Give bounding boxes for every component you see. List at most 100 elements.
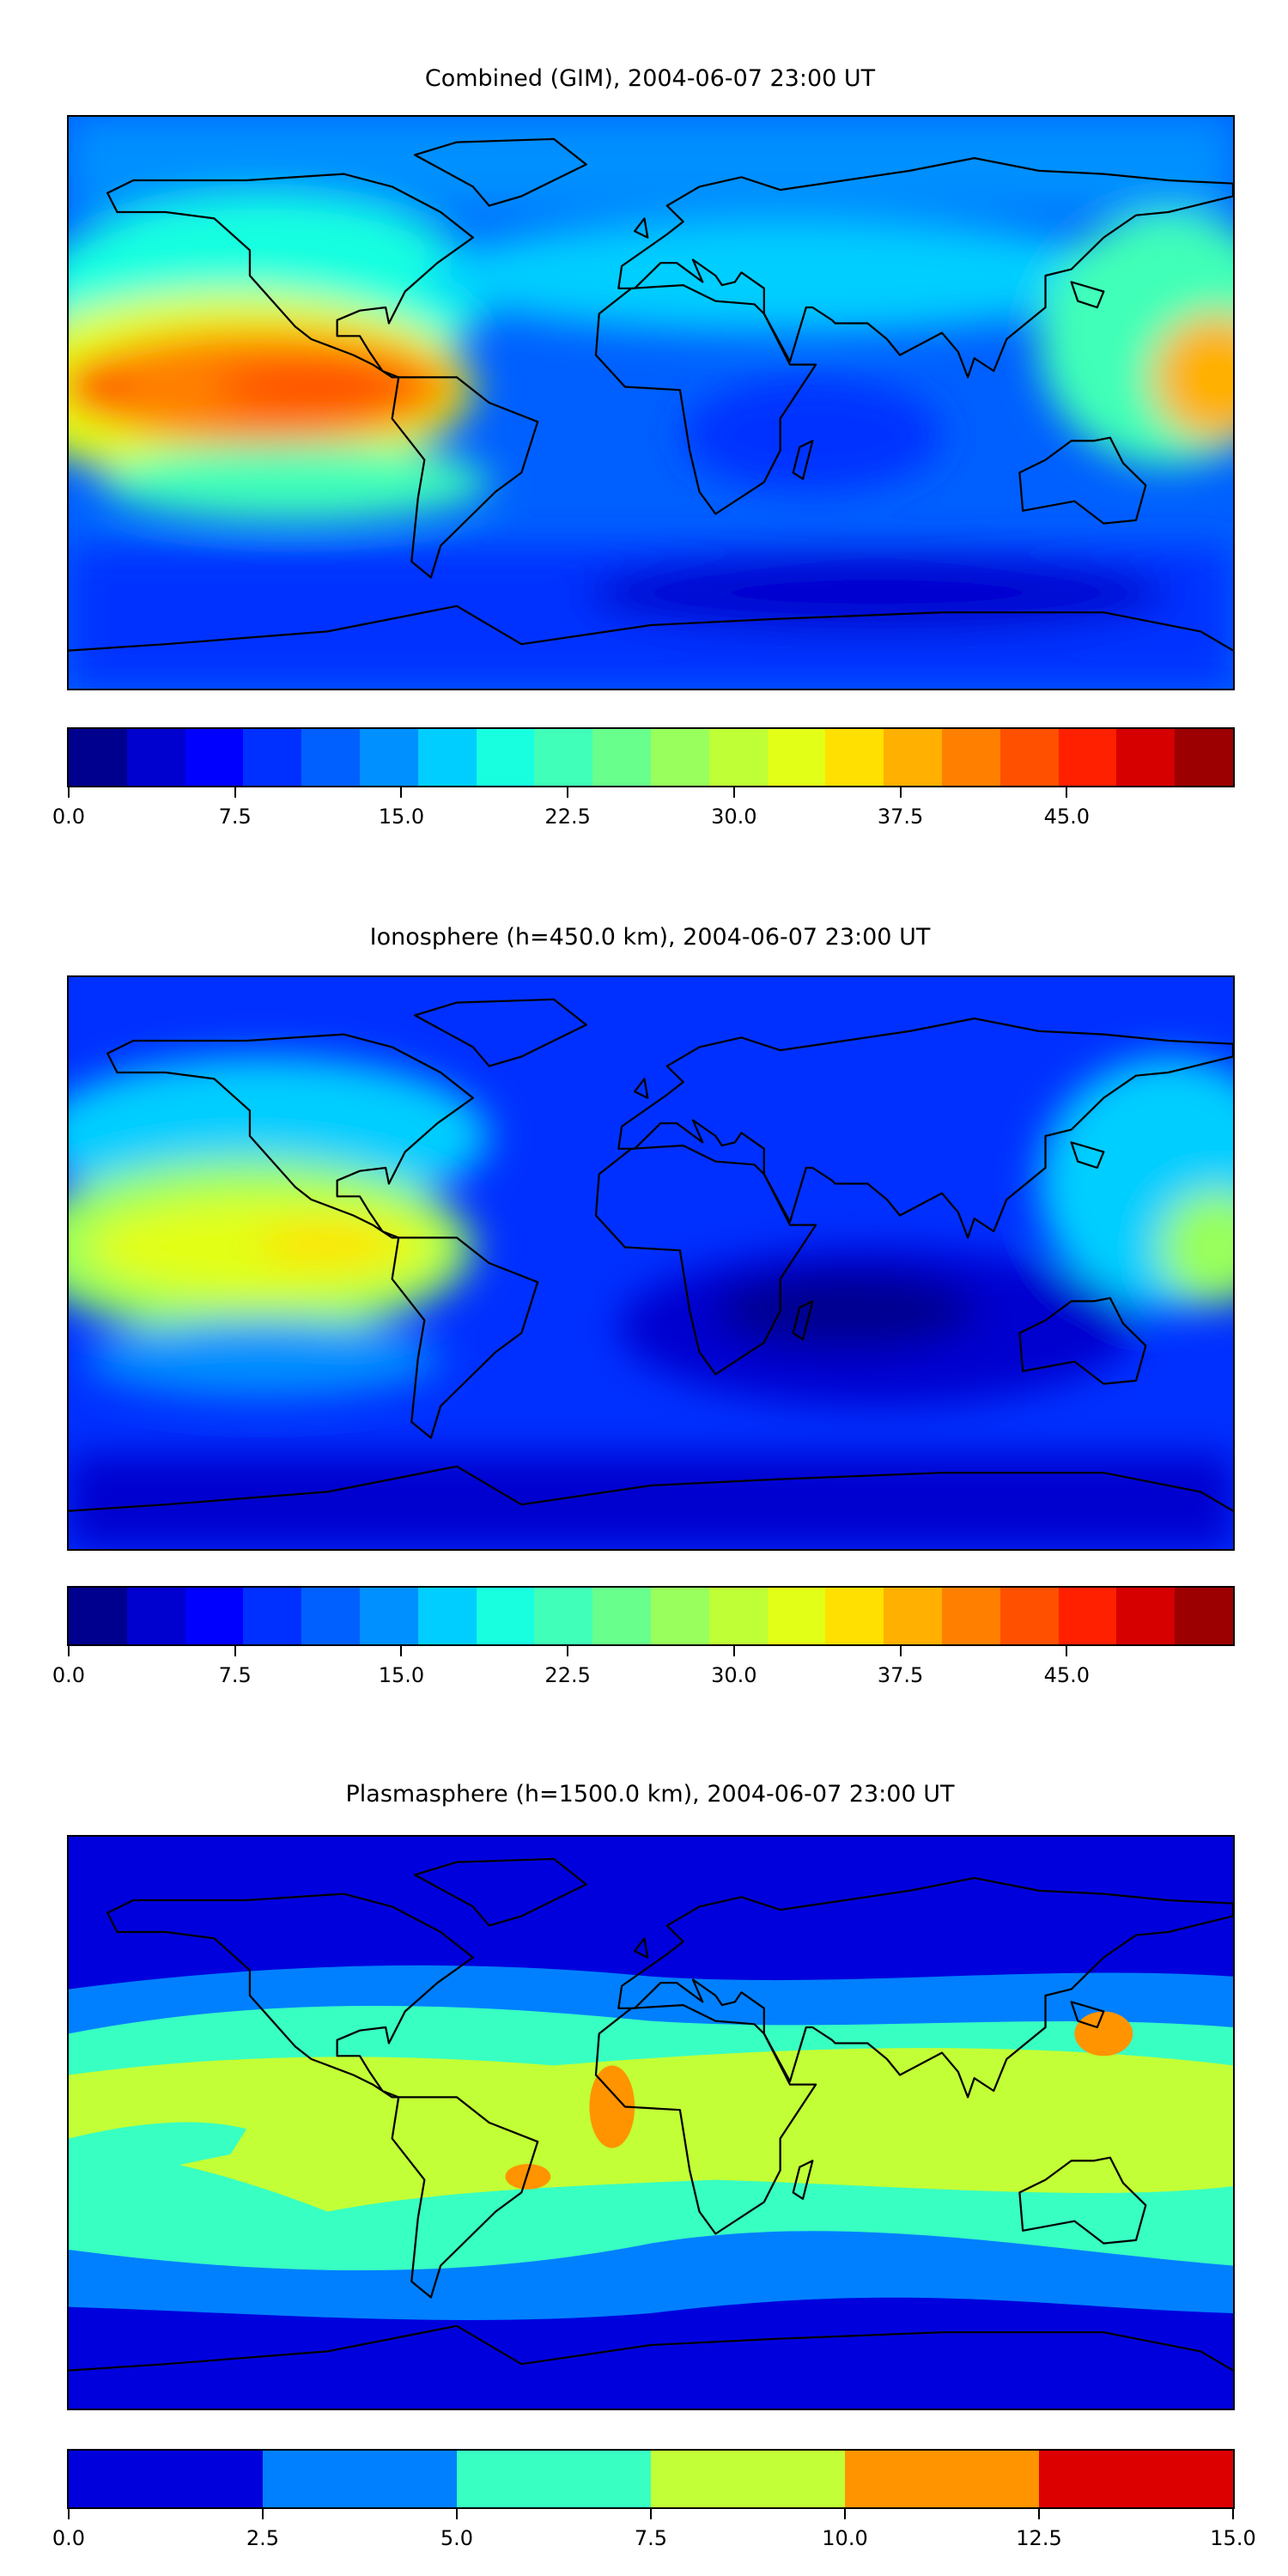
colorbar-swatch xyxy=(457,2451,651,2507)
colorbar-swatch xyxy=(884,1588,942,1644)
panel-3-field xyxy=(69,1837,1233,2409)
tick-label: 22.5 xyxy=(544,805,591,829)
colorbar-swatch xyxy=(301,1588,360,1644)
colorbar-swatch xyxy=(534,1588,593,1644)
tick-mark xyxy=(1066,787,1068,798)
colorbar-swatch xyxy=(999,1588,1059,1644)
tick-mark xyxy=(400,1646,403,1656)
panel-1-field xyxy=(69,117,1233,689)
panel-3-map xyxy=(67,1835,1235,2410)
tick-label: 15.0 xyxy=(378,1663,425,1687)
colorbar-swatch xyxy=(126,1588,185,1644)
panel-2-colorbar-ticks: 0.0 7.5 15.0 22.5 30.0 37.5 45.0 xyxy=(52,1646,1233,1698)
colorbar-swatch xyxy=(359,729,418,786)
tick-mark xyxy=(1038,2509,1040,2519)
tick-mark xyxy=(567,1646,569,1656)
colorbar-swatch xyxy=(476,1588,535,1644)
colorbar-swatch xyxy=(69,2451,263,2507)
colorbar-swatch xyxy=(1175,1588,1233,1644)
colorbar-swatch xyxy=(592,1588,651,1644)
colorbar-swatch xyxy=(417,1588,477,1644)
tick-label: 5.0 xyxy=(440,2526,474,2550)
tick-mark xyxy=(262,2509,264,2519)
panel-1-colorbar-ticks: 0.0 7.5 15.0 22.5 30.0 37.5 45.0 xyxy=(52,787,1233,839)
tick-mark xyxy=(1066,1646,1068,1656)
tick-label: 30.0 xyxy=(711,805,757,829)
tick-label: 2.5 xyxy=(246,2526,280,2550)
colorbar-swatch xyxy=(243,729,302,786)
tick-label: 45.0 xyxy=(1043,1663,1090,1687)
colorbar-swatch xyxy=(650,729,709,786)
colorbar-swatch xyxy=(845,2451,1039,2507)
colorbar-swatch xyxy=(185,1588,244,1644)
tick-label: 7.5 xyxy=(218,805,252,829)
colorbar-swatch xyxy=(126,729,185,786)
tick-label: 45.0 xyxy=(1043,805,1090,829)
colorbar-swatch xyxy=(69,1588,127,1644)
colorbar-swatch xyxy=(767,729,826,786)
panel-3-colorbar-ticks: 0.0 2.5 5.0 7.5 10.0 12.5 15.0 xyxy=(52,2509,1256,2561)
tick-label: 0.0 xyxy=(52,1663,86,1687)
tick-mark xyxy=(899,787,902,798)
colorbar-swatch xyxy=(185,729,244,786)
tick-label: 15.0 xyxy=(1210,2526,1256,2550)
colorbar-swatch xyxy=(708,1588,768,1644)
panel-3-title: Plasmasphere (h=1500.0 km), 2004-06-07 2… xyxy=(345,1781,955,1807)
tick-mark xyxy=(567,787,569,798)
tick-label: 7.5 xyxy=(634,2526,668,2550)
tick-label: 7.5 xyxy=(218,1663,252,1687)
panel-2-field xyxy=(69,977,1233,1549)
tick-mark xyxy=(899,1646,902,1656)
tick-label: 0.0 xyxy=(52,2526,86,2550)
colorbar-swatch xyxy=(941,1588,1000,1644)
colorbar-swatch xyxy=(417,729,477,786)
tick-mark xyxy=(400,787,403,798)
panel-3-colorbar xyxy=(67,2449,1235,2509)
colorbar-swatch xyxy=(999,729,1059,786)
panel-2-title: Ionosphere (h=450.0 km), 2004-06-07 23:0… xyxy=(369,924,931,951)
tick-mark xyxy=(68,2509,70,2519)
colorbar-swatch xyxy=(1116,1588,1176,1644)
tick-label: 22.5 xyxy=(544,1663,591,1687)
tick-mark xyxy=(68,787,70,798)
tick-mark xyxy=(68,1646,70,1656)
colorbar-swatch xyxy=(359,1588,418,1644)
panel-1-map xyxy=(67,115,1235,690)
tick-mark xyxy=(650,2509,652,2519)
tick-mark xyxy=(732,1646,735,1656)
tick-mark xyxy=(456,2509,458,2519)
colorbar-swatch xyxy=(1039,2451,1233,2507)
tick-label: 0.0 xyxy=(52,805,86,829)
colorbar-swatch xyxy=(534,729,593,786)
tick-label: 15.0 xyxy=(378,805,425,829)
tick-label: 12.5 xyxy=(1016,2526,1062,2550)
colorbar-swatch xyxy=(592,729,651,786)
colorbar-swatch xyxy=(243,1588,302,1644)
colorbar-swatch xyxy=(767,1588,826,1644)
tick-label: 10.0 xyxy=(822,2526,868,2550)
tick-mark xyxy=(1232,2509,1234,2519)
colorbar-swatch xyxy=(825,729,884,786)
colorbar-swatch xyxy=(69,729,127,786)
tick-mark xyxy=(234,1646,236,1656)
colorbar-swatch xyxy=(1058,729,1117,786)
colorbar-swatch xyxy=(941,729,1000,786)
colorbar-swatch xyxy=(884,729,942,786)
tick-label: 37.5 xyxy=(877,1663,924,1687)
colorbar-swatch xyxy=(1116,729,1176,786)
panel-2-map xyxy=(67,975,1235,1551)
colorbar-swatch xyxy=(1058,1588,1117,1644)
tick-label: 37.5 xyxy=(877,805,924,829)
panel-2-colorbar xyxy=(67,1586,1235,1646)
panel-1-colorbar xyxy=(67,727,1235,787)
colorbar-swatch xyxy=(650,1588,709,1644)
tick-mark xyxy=(234,787,236,798)
panel-1-title: Combined (GIM), 2004-06-07 23:00 UT xyxy=(424,65,876,92)
colorbar-swatch xyxy=(301,729,360,786)
colorbar-swatch xyxy=(263,2451,457,2507)
colorbar-swatch xyxy=(476,729,535,786)
colorbar-swatch xyxy=(825,1588,884,1644)
colorbar-swatch xyxy=(708,729,768,786)
tick-mark xyxy=(732,787,735,798)
colorbar-swatch xyxy=(1175,729,1233,786)
